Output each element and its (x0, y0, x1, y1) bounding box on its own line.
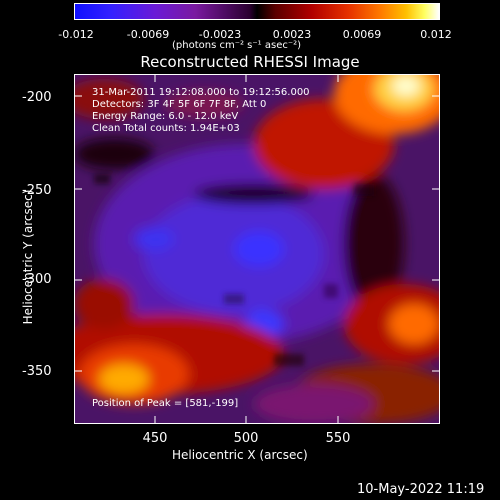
y-tick-label: -300 (22, 272, 52, 287)
colorbar-tick: -0.012 (58, 28, 94, 41)
time-range-text: 31-Mar-2011 19:12:08.000 to 19:12:56.000 (92, 87, 310, 98)
y-tick-label: -350 (22, 364, 52, 379)
axis-ticks (74, 74, 440, 424)
detectors-text: Detectors: 3F 4F 5F 6F 7F 8F, Att 0 (92, 99, 267, 110)
y-axis-label: Heliocentric Y (arcsec) (21, 189, 35, 325)
render-timestamp: 10-May-2022 11:19 (357, 482, 485, 497)
x-axis-label: Heliocentric X (arcsec) (172, 448, 308, 462)
colorbar-tick: -0.0069 (126, 28, 170, 41)
colorbar-tick: 0.012 (420, 28, 452, 41)
colorbar-units: (photons cm⁻² s⁻¹ asec⁻²) (172, 40, 302, 51)
rhessi-image (74, 74, 440, 424)
colorbar-tick: 0.0069 (342, 28, 382, 41)
energy-range-text: Energy Range: 6.0 - 12.0 keV (92, 111, 239, 122)
plot-frame (74, 74, 440, 424)
colorbar-gradient (75, 4, 439, 19)
peak-position-text: Position of Peak = [581,-199] (92, 398, 239, 409)
image-title: Reconstructed RHESSI Image (140, 53, 360, 71)
y-tick-label: -200 (22, 90, 52, 105)
y-tick-label: -250 (22, 183, 52, 198)
x-tick-label: 500 (233, 431, 259, 446)
clean-counts-text: Clean Total counts: 1.94E+03 (92, 123, 240, 134)
x-tick-label: 450 (142, 431, 168, 446)
colorbar (74, 3, 440, 20)
colorbar-tick: -0.0023 (198, 28, 242, 41)
x-tick-label: 550 (325, 431, 351, 446)
colorbar-tick: 0.0023 (272, 28, 312, 41)
